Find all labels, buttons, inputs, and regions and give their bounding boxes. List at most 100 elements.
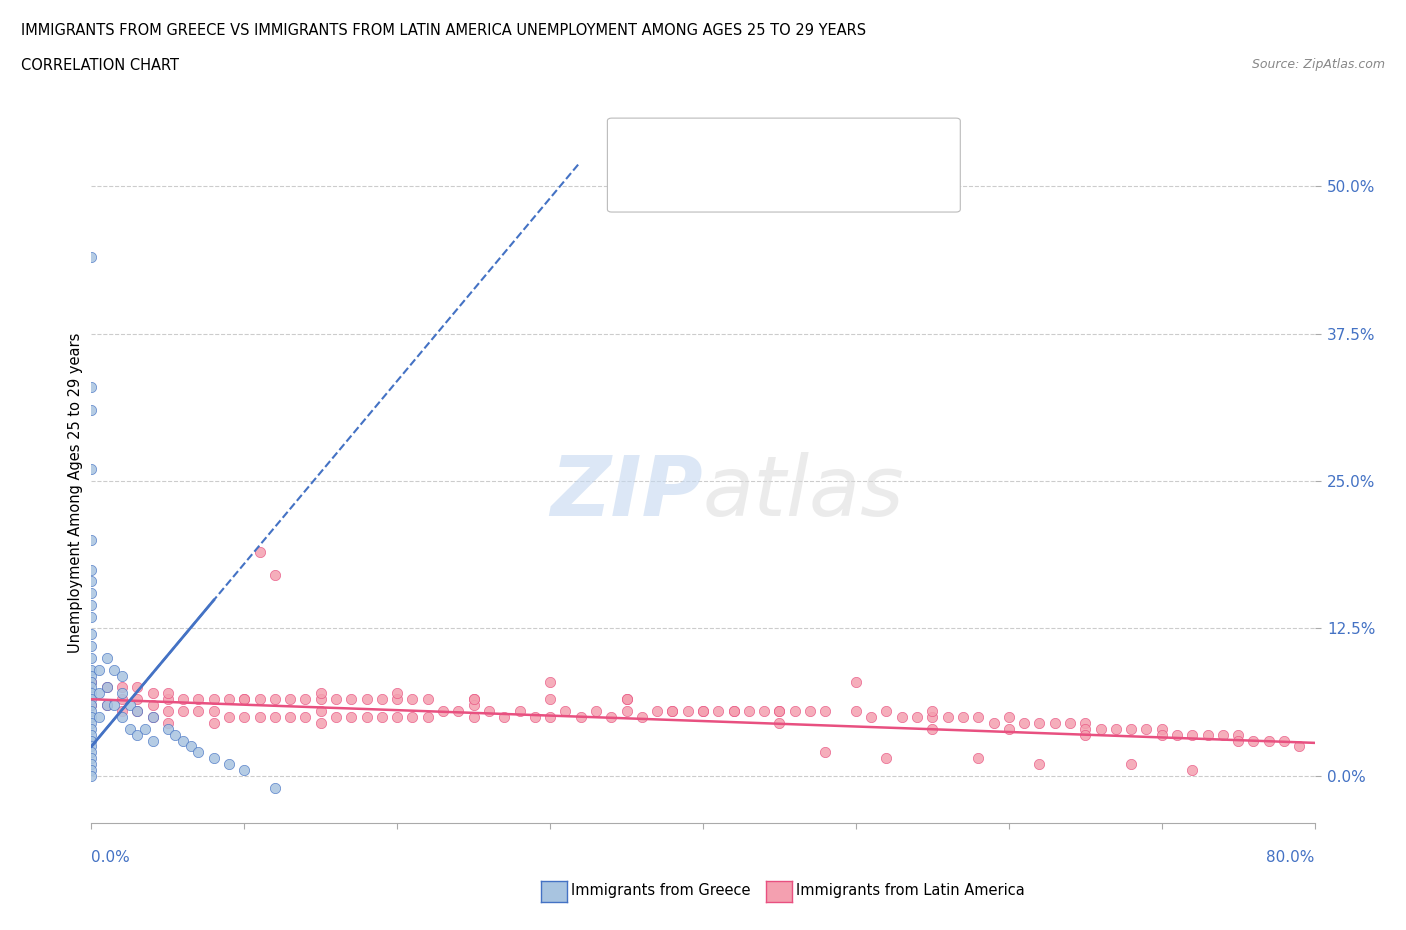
Point [80, 692, 103, 707]
Point [1121, 757, 1143, 772]
Point [87, 662, 110, 677]
Y-axis label: Unemployment Among Ages 25 to 29 years: Unemployment Among Ages 25 to 29 years [67, 333, 83, 653]
Point [96, 651, 118, 666]
Point [616, 692, 638, 707]
Point [509, 704, 531, 719]
Point [187, 704, 209, 719]
Text: CORRELATION CHART: CORRELATION CHART [21, 58, 179, 73]
Point [707, 704, 730, 719]
Point [80, 745, 103, 760]
Point [172, 733, 194, 748]
Point [463, 710, 485, 724]
Point [187, 692, 209, 707]
Point [80, 686, 103, 701]
Point [141, 710, 163, 724]
Point [80, 733, 103, 748]
Point [233, 763, 256, 777]
Point [768, 715, 790, 730]
Point [723, 704, 745, 719]
Point [264, 780, 287, 795]
Point [1121, 722, 1143, 737]
Point [180, 739, 202, 754]
Point [523, 710, 546, 724]
Point [218, 757, 240, 772]
Point [1012, 715, 1035, 730]
Point [80, 674, 103, 689]
Point [416, 710, 439, 724]
Point [156, 722, 179, 737]
Point [80, 639, 103, 654]
Point [1074, 722, 1097, 737]
Point [111, 692, 134, 707]
Point [814, 745, 837, 760]
Point [952, 710, 974, 724]
Point [80, 674, 103, 689]
Point [538, 692, 561, 707]
Point [156, 715, 179, 730]
Point [233, 692, 256, 707]
Point [723, 704, 745, 719]
Point [294, 710, 316, 724]
Point [172, 692, 194, 707]
Point [1090, 722, 1112, 737]
Point [156, 686, 179, 701]
Point [538, 674, 561, 689]
Point [905, 710, 928, 724]
Point [80, 698, 103, 712]
Point [845, 674, 868, 689]
Point [385, 686, 409, 701]
Point [325, 710, 347, 724]
Point [1272, 733, 1295, 748]
Text: Immigrants from Latin America: Immigrants from Latin America [796, 884, 1025, 898]
Point [80, 763, 103, 777]
Point [80, 757, 103, 772]
Point [676, 704, 699, 719]
Point [385, 692, 409, 707]
Point [172, 704, 194, 719]
Point [202, 751, 225, 765]
Point [401, 692, 423, 707]
Point [1257, 733, 1279, 748]
Point [661, 704, 683, 719]
Point [111, 686, 134, 701]
Point [80, 715, 103, 730]
Point [661, 704, 683, 719]
Point [1227, 727, 1250, 742]
Point [401, 710, 423, 724]
Point [585, 704, 607, 719]
Point [845, 704, 868, 719]
Point [141, 710, 163, 724]
Point [983, 715, 1005, 730]
Point [80, 609, 103, 624]
Point [249, 544, 271, 559]
Point [754, 704, 776, 719]
Point [340, 710, 363, 724]
Point [80, 739, 103, 754]
Point [1074, 727, 1097, 742]
Point [294, 692, 316, 707]
Point [278, 692, 301, 707]
Point [103, 662, 125, 677]
Point [799, 704, 821, 719]
Point [202, 704, 225, 719]
Point [1028, 757, 1050, 772]
Point [103, 698, 125, 712]
Point [87, 710, 110, 724]
Point [616, 704, 638, 719]
Point [494, 710, 516, 724]
Point [249, 710, 271, 724]
Point [134, 722, 156, 737]
Point [692, 704, 714, 719]
Point [80, 586, 103, 601]
Point [309, 692, 332, 707]
Point [80, 403, 103, 418]
Point [1181, 763, 1204, 777]
Point [249, 692, 271, 707]
Point [1150, 727, 1173, 742]
Point [80, 597, 103, 612]
Point [127, 692, 149, 707]
Point [111, 704, 134, 719]
Point [738, 704, 761, 719]
Point [80, 462, 103, 477]
Point [890, 710, 912, 724]
